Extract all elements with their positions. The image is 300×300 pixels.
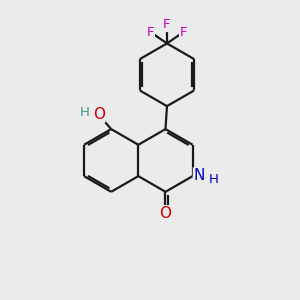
Text: O: O <box>160 206 172 221</box>
Text: F: F <box>180 26 187 39</box>
Text: O: O <box>93 107 105 122</box>
Text: N: N <box>194 168 205 183</box>
Text: F: F <box>147 26 154 39</box>
Text: F: F <box>163 18 171 32</box>
Text: H: H <box>208 172 218 186</box>
Text: H: H <box>80 106 89 119</box>
